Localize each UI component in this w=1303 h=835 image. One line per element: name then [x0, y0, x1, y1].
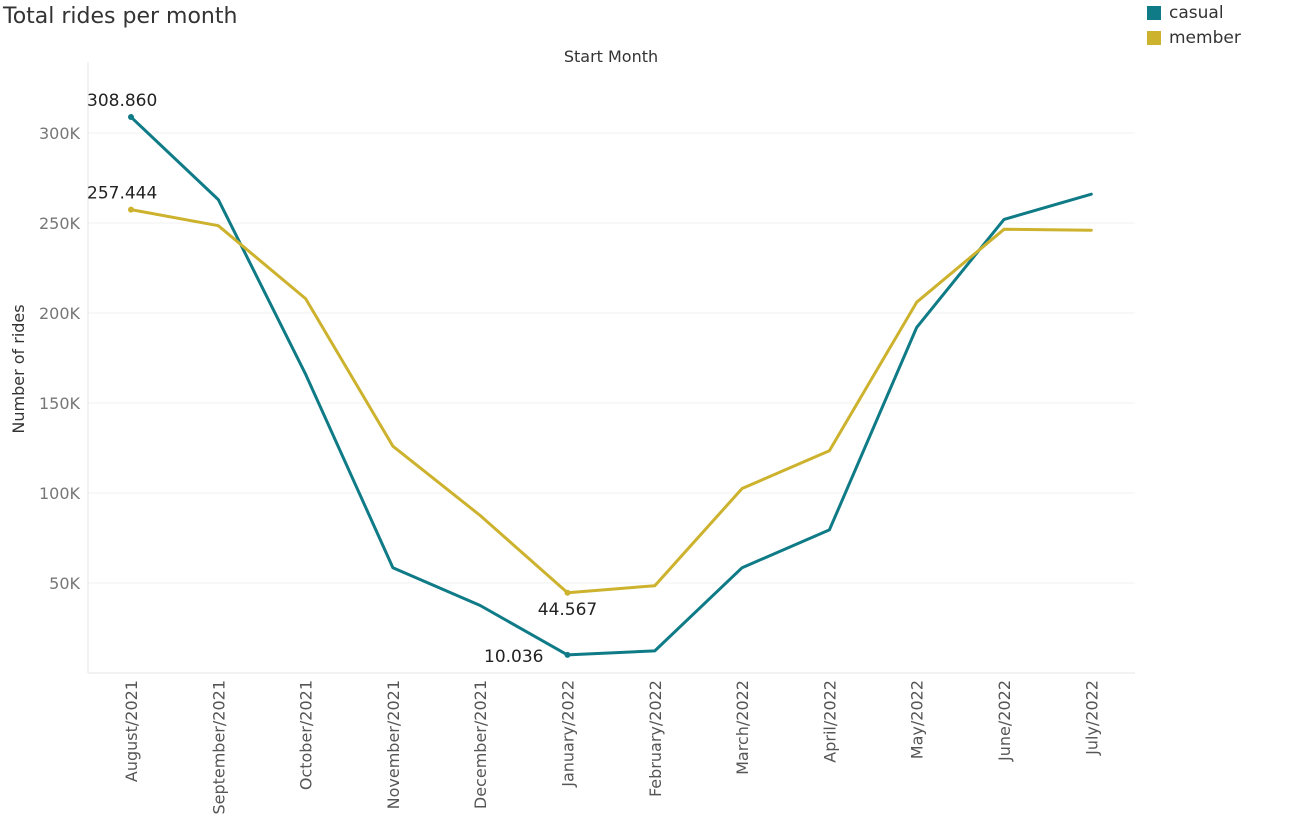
data-label: 44.567: [538, 600, 597, 620]
legend-swatch-member: [1147, 30, 1161, 45]
x-tick-label: June/2022: [995, 680, 1014, 762]
x-tick-label: December/2021: [471, 680, 490, 809]
data-point-marker[interactable]: [564, 589, 571, 596]
series-line-member[interactable]: [129, 208, 1093, 595]
x-tick-label: March/2022: [733, 680, 752, 775]
x-tick-label: November/2021: [384, 680, 403, 809]
data-labels: 308.860 257.444 44.567 10.036: [87, 91, 597, 667]
y-tick-label: 200K: [39, 304, 81, 323]
axes: [87, 62, 1135, 674]
y-tick-label: 150K: [39, 394, 81, 413]
legend-swatch-casual: [1147, 5, 1161, 20]
x-tick-label: February/2022: [646, 680, 665, 797]
column-header: Start Month: [564, 47, 658, 66]
data-point-marker[interactable]: [564, 651, 571, 658]
x-tick-label: May/2022: [908, 680, 927, 759]
y-tick-label: 250K: [39, 214, 81, 233]
y-tick-label: 300K: [39, 124, 81, 143]
y-tick-labels: 50K 100K 150K 200K 250K 300K: [39, 124, 81, 593]
series-lines: [129, 115, 1093, 657]
legend: casual member: [1147, 0, 1241, 50]
x-tick-label: April/2022: [820, 680, 839, 763]
y-tick-label: 100K: [39, 484, 81, 503]
y-axis-label: Number of rides: [9, 304, 28, 433]
data-point-marker[interactable]: [128, 114, 134, 121]
gridlines: [88, 132, 1135, 584]
data-label: 10.036: [484, 647, 543, 667]
x-tick-label: August/2021: [122, 680, 141, 782]
legend-item-member[interactable]: member: [1147, 25, 1241, 50]
y-tick-label: 50K: [49, 574, 80, 593]
x-tick-label: July/2022: [1082, 680, 1101, 756]
chart-title: Total rides per month: [3, 4, 238, 29]
data-label: 257.444: [87, 184, 157, 204]
x-tick-label: October/2021: [297, 680, 316, 790]
x-tick-labels: August/2021 September/2021 October/2021 Nov…: [122, 680, 1101, 815]
x-tick-label: September/2021: [209, 680, 228, 815]
legend-label-casual: casual: [1169, 2, 1224, 23]
x-tick-label: January/2022: [559, 680, 578, 788]
legend-item-casual[interactable]: casual: [1147, 0, 1241, 25]
data-label: 308.860: [87, 91, 157, 111]
data-point-marker[interactable]: [128, 206, 134, 213]
legend-label-member: member: [1169, 27, 1241, 48]
series-line-casual[interactable]: [129, 115, 1093, 657]
